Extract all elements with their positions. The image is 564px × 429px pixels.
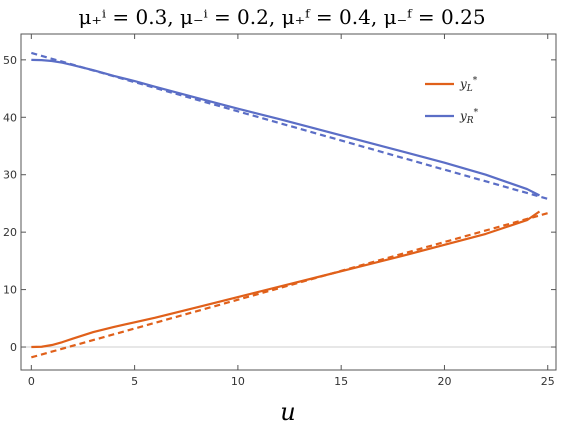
chart-title: μ₊ⁱ = 0.3, μ₋ⁱ = 0.2, μ₊ᶠ = 0.4, μ₋ᶠ = 0… <box>78 5 485 29</box>
y-tick-label: 0 <box>10 341 17 354</box>
x-tick-label: 15 <box>334 375 348 388</box>
series-line <box>31 210 541 349</box>
legend-entry-label: yR* <box>459 108 479 126</box>
x-tick-label: 20 <box>437 375 451 388</box>
legend-entry-label: yL* <box>459 76 478 94</box>
y-tick-label: 10 <box>3 284 17 297</box>
series-line-dashed <box>31 212 549 359</box>
x-tick-label: 0 <box>28 375 35 388</box>
legend: yL* yR* <box>425 76 479 126</box>
y-tick-label: 50 <box>3 54 17 67</box>
data-series <box>31 51 549 359</box>
y-tick-label: 20 <box>3 226 17 239</box>
x-tick-label: 5 <box>131 375 138 388</box>
x-axis-label: u <box>280 398 295 426</box>
y-tick-label: 40 <box>3 111 17 124</box>
y-tick-label: 30 <box>3 169 17 182</box>
x-tick-label: 10 <box>231 375 245 388</box>
x-tick-label: 25 <box>541 375 555 388</box>
axis-ticks: 0 5 10 15 20 25 0 10 20 30 40 50 <box>3 34 556 388</box>
plot-frame <box>20 33 557 371</box>
